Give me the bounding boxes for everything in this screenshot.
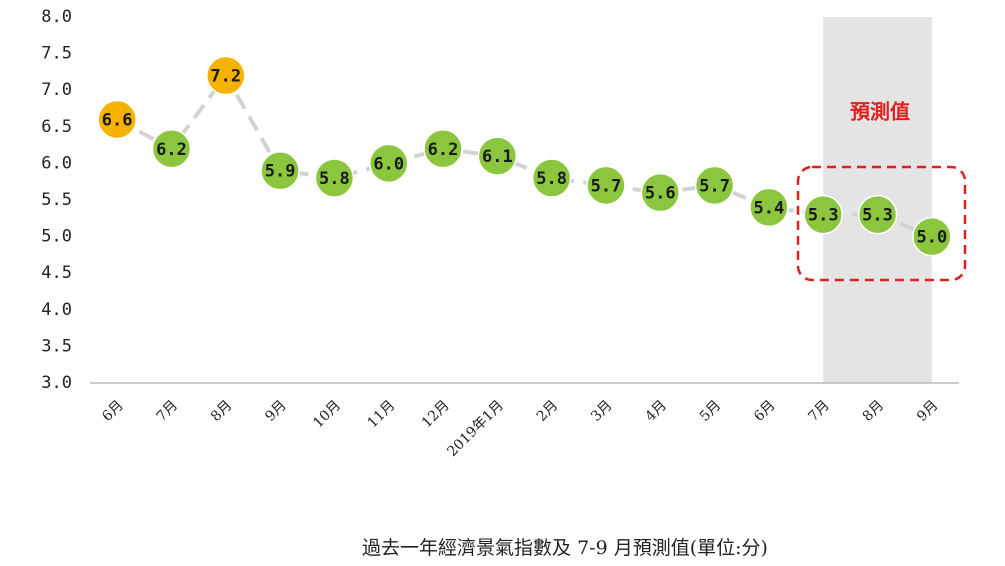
value-label: 6.6 bbox=[102, 110, 133, 130]
forecast-box bbox=[796, 165, 967, 282]
y-tick-label: 3.0 bbox=[41, 373, 72, 393]
value-label: 5.3 bbox=[862, 206, 893, 226]
point bbox=[912, 216, 952, 257]
value-label: 5.0 bbox=[916, 228, 947, 248]
line bbox=[116, 71, 933, 239]
value-label: 6.1 bbox=[482, 147, 513, 167]
point bbox=[640, 172, 681, 213]
point bbox=[694, 165, 735, 206]
value-label: 5.8 bbox=[319, 169, 350, 189]
point bbox=[97, 99, 137, 140]
point bbox=[151, 129, 192, 169]
value-label: 6.0 bbox=[373, 154, 404, 174]
y-tick-label: 4.5 bbox=[41, 263, 72, 283]
y-tick-label: 7.5 bbox=[41, 44, 72, 64]
value-label: 5.8 bbox=[536, 169, 567, 189]
caption: 過去一年經濟景氣指數及 7-9 月預測值(單位:分) bbox=[362, 537, 768, 559]
point bbox=[803, 194, 843, 235]
value-label: 5.9 bbox=[265, 162, 296, 182]
point bbox=[531, 158, 572, 198]
y-tick-label: 5.0 bbox=[41, 227, 72, 247]
point bbox=[206, 55, 246, 96]
y-tick-label: 6.0 bbox=[41, 153, 72, 173]
y-tick-label: 7.0 bbox=[41, 80, 72, 100]
value-label: 5.3 bbox=[808, 206, 839, 226]
point bbox=[423, 129, 463, 169]
value-label: 7.2 bbox=[210, 67, 241, 87]
value-label: 5.7 bbox=[699, 176, 730, 196]
point bbox=[477, 136, 518, 176]
point bbox=[857, 194, 898, 235]
point bbox=[749, 187, 789, 228]
point bbox=[586, 165, 626, 206]
y-tick-label: 5.5 bbox=[41, 190, 72, 210]
value-label: 6.2 bbox=[156, 140, 187, 160]
y-tick-label: 3.5 bbox=[41, 336, 72, 356]
value-label: 6.2 bbox=[428, 140, 459, 160]
y-tick-label: 6.5 bbox=[41, 117, 72, 137]
y-tick-label: 4.0 bbox=[41, 300, 72, 320]
point bbox=[260, 150, 300, 191]
point bbox=[314, 158, 355, 198]
value-label: 5.4 bbox=[754, 198, 785, 218]
annotation: 預測值 bbox=[850, 100, 910, 124]
value-label: 5.6 bbox=[645, 184, 676, 204]
y-tick-label: 8.0 bbox=[41, 7, 72, 27]
point bbox=[368, 143, 409, 184]
value-label: 5.7 bbox=[591, 176, 622, 196]
